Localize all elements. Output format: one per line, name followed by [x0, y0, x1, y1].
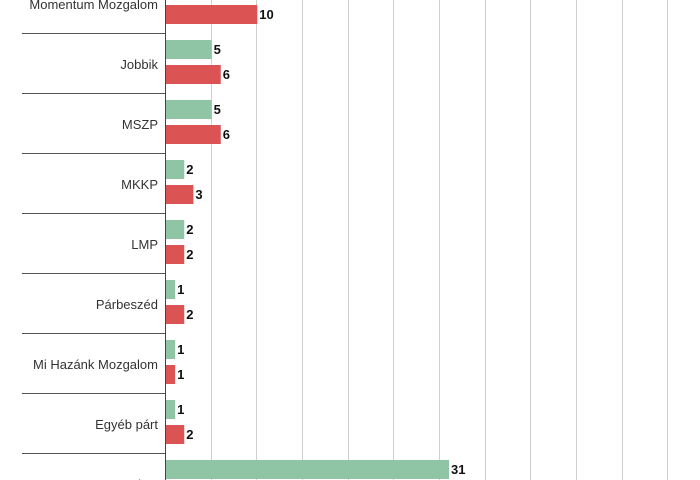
category-label: MKKP [121, 177, 158, 192]
bar-series-2 [166, 65, 221, 84]
bar-series-1 [166, 280, 176, 299]
value-label: 10 [259, 7, 273, 22]
category-label: Mi Hazánk Mozgalom [33, 357, 158, 372]
category-label: Momentum Mozgalom [29, 0, 158, 12]
bar-series-1 [166, 40, 212, 59]
value-label: 1 [177, 402, 184, 417]
value-label: 2 [186, 247, 193, 262]
category-label: LMP [131, 237, 158, 252]
bar-series-2 [166, 185, 194, 204]
value-label: 5 [214, 42, 221, 57]
value-label: 5 [214, 102, 221, 117]
bar-series-2 [166, 425, 185, 444]
bar-series-2 [166, 5, 258, 24]
value-label: 1 [177, 282, 184, 297]
value-label: 3 [195, 187, 202, 202]
bar-series-1 [166, 100, 212, 119]
value-label: 2 [186, 307, 193, 322]
value-label: 31 [451, 462, 465, 477]
bar-series-1 [166, 160, 185, 179]
bar-series-2 [166, 305, 185, 324]
value-label: 6 [223, 67, 230, 82]
bar-series-2 [166, 125, 221, 144]
bar-series-2 [166, 365, 176, 384]
value-label: 1 [177, 367, 184, 382]
value-label: 1 [177, 342, 184, 357]
value-label: 2 [186, 162, 193, 177]
bar-series-1 [166, 220, 185, 239]
value-label: 2 [186, 427, 193, 442]
category-label: Párbeszéd [96, 297, 158, 312]
category-label: MSZP [122, 117, 158, 132]
category-label: Jobbik [120, 57, 158, 72]
bar-series-1 [166, 400, 176, 419]
bar-series-1 [166, 460, 450, 479]
bar-series-2 [166, 245, 185, 264]
bar-series-1 [166, 340, 176, 359]
category-label: Egyéb párt [95, 417, 158, 432]
value-label: 6 [223, 127, 230, 142]
category-label: NT/NV [119, 477, 158, 480]
value-label: 2 [186, 222, 193, 237]
